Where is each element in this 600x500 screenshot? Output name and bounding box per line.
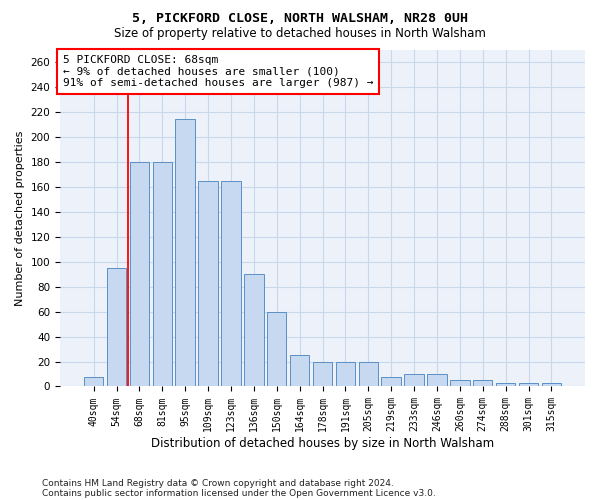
Bar <box>382 376 401 386</box>
Text: Contains public sector information licensed under the Open Government Licence v3: Contains public sector information licen… <box>42 488 436 498</box>
Bar <box>290 356 310 386</box>
Bar <box>519 382 538 386</box>
Bar <box>152 162 172 386</box>
Bar <box>335 362 355 386</box>
Y-axis label: Number of detached properties: Number of detached properties <box>15 130 25 306</box>
Bar <box>84 376 103 386</box>
Bar <box>199 181 218 386</box>
Bar <box>496 382 515 386</box>
Bar <box>221 181 241 386</box>
Bar <box>244 274 263 386</box>
Text: 5, PICKFORD CLOSE, NORTH WALSHAM, NR28 0UH: 5, PICKFORD CLOSE, NORTH WALSHAM, NR28 0… <box>132 12 468 26</box>
X-axis label: Distribution of detached houses by size in North Walsham: Distribution of detached houses by size … <box>151 437 494 450</box>
Bar <box>359 362 378 386</box>
Bar <box>175 118 195 386</box>
Text: Contains HM Land Registry data © Crown copyright and database right 2024.: Contains HM Land Registry data © Crown c… <box>42 478 394 488</box>
Bar <box>107 268 126 386</box>
Bar <box>130 162 149 386</box>
Bar <box>427 374 446 386</box>
Text: Size of property relative to detached houses in North Walsham: Size of property relative to detached ho… <box>114 28 486 40</box>
Bar <box>450 380 470 386</box>
Bar <box>313 362 332 386</box>
Bar <box>473 380 493 386</box>
Bar <box>267 312 286 386</box>
Text: 5 PICKFORD CLOSE: 68sqm
← 9% of detached houses are smaller (100)
91% of semi-de: 5 PICKFORD CLOSE: 68sqm ← 9% of detached… <box>62 55 373 88</box>
Bar <box>404 374 424 386</box>
Bar <box>542 382 561 386</box>
